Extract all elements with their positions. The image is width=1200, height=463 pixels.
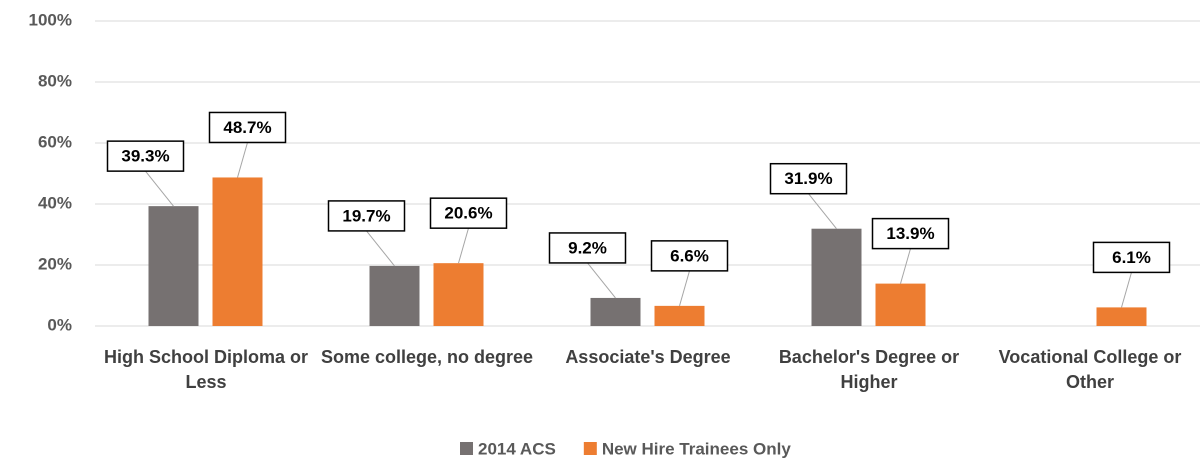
legend-label: New Hire Trainees Only <box>602 439 792 458</box>
x-tick-label: Vocational College or Other <box>998 347 1182 392</box>
data-label: 31.9% <box>784 169 832 188</box>
x-tick-label: Some college, no degree <box>320 347 534 367</box>
y-tick-label: 40% <box>38 193 72 212</box>
bar <box>1096 307 1147 326</box>
x-tick-label: Associate's Degree <box>565 347 731 367</box>
label-box <box>327 200 406 232</box>
legend-label: 2014 ACS <box>478 439 556 458</box>
x-tick-label: Bachelor's Degree or Higher <box>778 347 960 392</box>
label-box <box>650 240 729 272</box>
leader-line <box>900 248 911 284</box>
bar <box>654 305 705 326</box>
label-box <box>769 162 848 195</box>
data-label: 6.6% <box>670 246 709 265</box>
label-box <box>548 232 627 264</box>
y-tick-label: 80% <box>38 71 72 90</box>
label-box <box>1092 241 1171 274</box>
data-label: 39.3% <box>121 147 169 166</box>
label-box <box>429 197 508 229</box>
bar <box>369 265 420 326</box>
leader-line <box>237 142 248 178</box>
data-label: 9.2% <box>568 238 607 257</box>
bar <box>590 297 641 326</box>
leader-line <box>679 270 690 307</box>
legend-swatch <box>583 442 597 455</box>
leader-line <box>808 193 837 230</box>
bar <box>148 206 199 326</box>
leader-line <box>366 230 395 267</box>
bar <box>433 263 484 326</box>
y-tick-label: 0% <box>47 315 72 334</box>
legend-swatch <box>460 442 473 455</box>
data-label: 19.7% <box>342 206 390 225</box>
label-box <box>871 217 950 250</box>
bar <box>875 283 926 326</box>
leader-line <box>458 228 469 264</box>
x-tick-label: High School Diploma or Less <box>103 347 308 392</box>
data-label: 6.1% <box>1112 248 1151 267</box>
label-box <box>106 140 185 172</box>
bar <box>212 177 263 326</box>
y-tick-label: 100% <box>29 10 72 29</box>
data-label: 48.7% <box>223 118 271 137</box>
bar <box>811 228 862 326</box>
y-tick-label: 60% <box>38 132 72 151</box>
label-box <box>208 111 287 144</box>
data-label: 13.9% <box>886 224 934 243</box>
leader-line <box>587 262 616 299</box>
leader-line <box>1121 272 1132 308</box>
data-label: 20.6% <box>444 204 492 223</box>
y-tick-label: 20% <box>38 254 72 273</box>
leader-line <box>145 170 174 207</box>
